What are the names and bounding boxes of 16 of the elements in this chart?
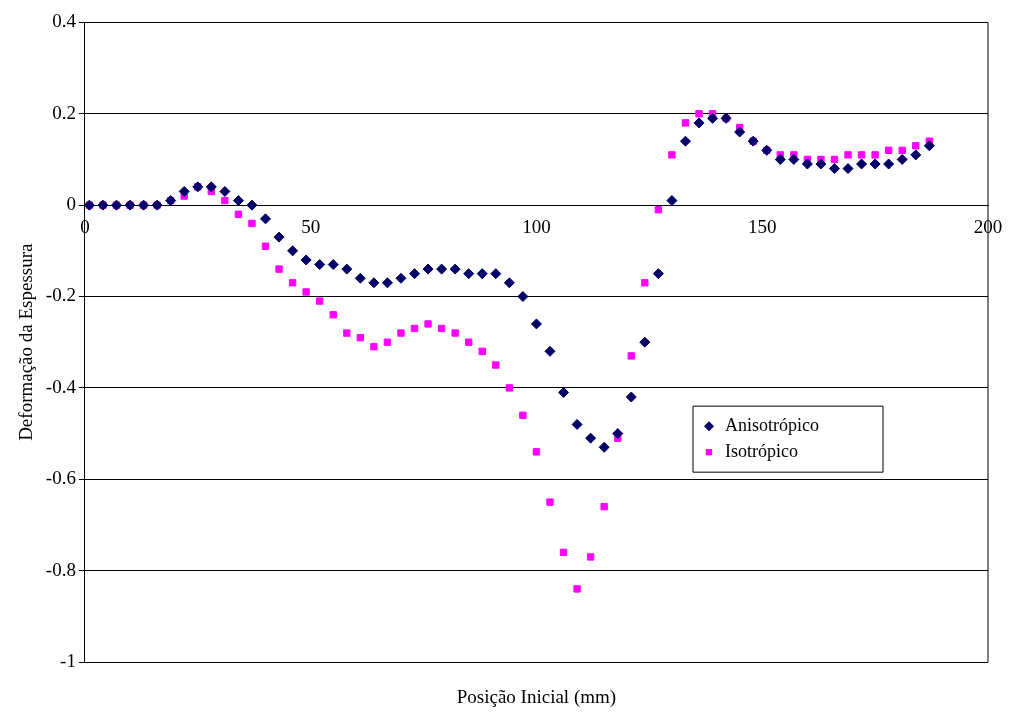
- legend-label: Isotrópico: [725, 440, 798, 461]
- y-tick-label: -0.4: [45, 375, 77, 397]
- y-tick-label: 0.2: [52, 101, 76, 123]
- y-tick-label: 0: [66, 193, 76, 215]
- x-tick-label: 100: [522, 215, 551, 237]
- x-tick-label: 200: [973, 215, 1003, 237]
- x-axis-title: Posição Inicial (mm): [456, 686, 617, 709]
- y-tick-label: -1: [60, 649, 76, 671]
- y-tick-label: 0.4: [52, 10, 77, 32]
- y-axis-title: Deformação da Espessura: [15, 242, 37, 441]
- y-tick-label: -0.6: [45, 467, 76, 489]
- y-tick-label: -0.8: [45, 558, 76, 580]
- x-tick-label: 150: [747, 215, 777, 237]
- y-tick-label: -0.2: [45, 284, 76, 306]
- legend-label: Anisotrópico: [725, 414, 819, 435]
- x-tick-label: 50: [301, 215, 321, 237]
